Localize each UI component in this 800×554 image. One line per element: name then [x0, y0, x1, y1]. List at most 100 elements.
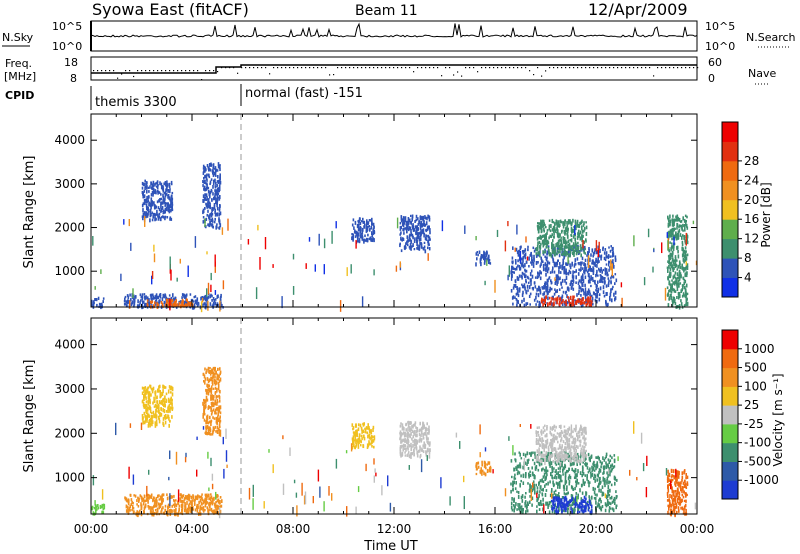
echo-pixel — [567, 271, 570, 276]
echo-pixel — [560, 281, 563, 286]
echo-pixel — [371, 217, 373, 222]
echo-pixel — [614, 258, 617, 261]
echo-pixel — [578, 285, 581, 290]
echo-pixel — [204, 509, 206, 512]
echo-pixel — [589, 458, 591, 463]
echo-pixel — [145, 390, 147, 394]
echo-pixel — [596, 299, 598, 304]
echo-pixel — [681, 263, 683, 267]
echo-pixel — [591, 262, 593, 265]
echo-pixel — [192, 508, 194, 511]
echo-pixel — [565, 480, 568, 484]
echo-pixel — [195, 496, 198, 500]
echo-pixel — [483, 261, 486, 265]
echo-pixel — [218, 219, 221, 224]
echo-pixel — [215, 182, 217, 185]
echo-pixel — [680, 299, 682, 303]
echo-pixel — [183, 497, 186, 501]
echo-pixel — [95, 298, 98, 302]
echo-pixel — [207, 366, 210, 371]
echo-pixel — [678, 305, 681, 310]
echo-pixel — [573, 499, 576, 503]
echo-pixel — [207, 494, 209, 498]
echo-pixel — [410, 232, 413, 237]
echo-pixel — [595, 272, 598, 276]
echo-pixel — [589, 299, 591, 302]
echo-pixel — [164, 416, 167, 420]
echo-pixel — [484, 260, 486, 264]
echo-pixel — [539, 237, 542, 240]
nave-dot — [361, 67, 363, 69]
echo-pixel — [685, 256, 688, 261]
echo-pixel — [218, 226, 221, 230]
echo-pixel — [423, 224, 426, 227]
echo-pixel — [684, 259, 687, 263]
echo-pixel — [573, 510, 576, 514]
echo-pixel — [579, 251, 581, 254]
echo-pixel — [419, 421, 421, 426]
echo-pixel — [536, 486, 539, 490]
echo-pixel — [218, 180, 220, 184]
echo-pixel — [552, 246, 554, 251]
echo-streak — [350, 264, 352, 274]
echo-pixel — [422, 228, 425, 233]
echo-pixel — [217, 294, 219, 299]
echo-streak — [308, 237, 311, 242]
echo-pixel — [522, 258, 524, 263]
echo-pixel — [408, 236, 411, 240]
echo-pixel — [145, 203, 148, 208]
echo-pixel — [561, 302, 564, 307]
echo-pixel — [216, 169, 219, 172]
nave-dot — [241, 67, 243, 69]
echo-pixel — [612, 465, 615, 469]
echo-pixel — [407, 422, 410, 426]
echo-pixel — [371, 231, 373, 236]
echo-pixel — [597, 455, 599, 460]
echo-pixel — [613, 498, 615, 503]
echo-pixel — [579, 456, 582, 459]
echo-pixel — [572, 251, 574, 256]
echo-pixel — [538, 288, 541, 292]
echo-pixel — [163, 300, 166, 305]
echo-pixel — [574, 237, 576, 242]
echo-pixel — [209, 202, 211, 207]
echo-pixel — [407, 217, 410, 221]
echo-pixel — [574, 474, 577, 478]
echo-pixel — [214, 366, 216, 371]
echo-pixel — [557, 482, 559, 487]
echo-pixel — [196, 301, 198, 306]
echo-pixel — [475, 262, 477, 267]
echo-pixel — [553, 490, 556, 495]
echo-pixel — [600, 488, 602, 493]
echo-pixel — [425, 221, 428, 226]
date-title: 12/Apr/2009 — [588, 0, 688, 19]
echo-pixel — [140, 295, 143, 299]
echo-pixel — [418, 432, 421, 437]
echo-pixel — [151, 297, 153, 301]
echo-pixel — [520, 507, 523, 511]
echo-pixel — [550, 461, 553, 466]
echo-pixel — [590, 284, 592, 288]
echo-pixel — [479, 469, 482, 474]
echo-pixel — [157, 403, 160, 407]
echo-pixel — [428, 429, 430, 433]
echo-pixel — [218, 187, 220, 190]
nave-dot — [453, 74, 455, 76]
echo-pixel — [219, 370, 222, 374]
echo-pixel — [162, 195, 165, 200]
echo-streak — [486, 259, 488, 266]
echo-pixel — [146, 412, 149, 417]
echo-pixel — [686, 226, 689, 230]
echo-pixel — [152, 184, 154, 188]
echo-pixel — [205, 502, 207, 506]
echo-pixel — [125, 300, 128, 304]
echo-pixel — [359, 228, 362, 232]
echo-pixel — [557, 239, 560, 242]
echo-pixel — [202, 194, 205, 199]
echo-pixel — [373, 437, 376, 441]
echo-pixel — [536, 247, 539, 252]
echo-pixel — [475, 462, 478, 466]
echo-pixel — [563, 492, 566, 495]
echo-streak — [610, 259, 612, 271]
echo-pixel — [675, 277, 678, 281]
